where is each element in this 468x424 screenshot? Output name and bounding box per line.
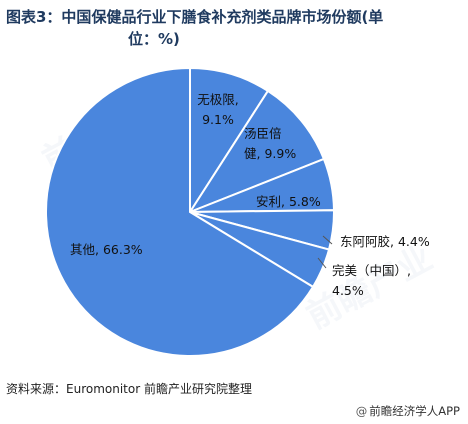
brand-name: 前瞻经济学人APP bbox=[369, 404, 460, 418]
slice-label-4: 完美（中国）, 4.5% bbox=[332, 263, 411, 298]
pie-slice-0 bbox=[189, 66, 270, 216]
pie-slice-1 bbox=[187, 89, 326, 215]
slice-label-3: 东阿阿胶, 4.4% bbox=[340, 234, 430, 249]
leader-line-3 bbox=[322, 235, 333, 245]
leader-line-4 bbox=[317, 257, 327, 269]
pie-slice-5 bbox=[45, 66, 315, 357]
chart-title-line2: 位：%) bbox=[128, 30, 180, 48]
chart-title: 图表3：中国保健品行业下膳食补充剂类品牌市场份额(单 位：%) bbox=[6, 6, 458, 50]
brand-credit: @ 前瞻经济学人APP bbox=[356, 403, 460, 419]
pie-slices bbox=[45, 66, 336, 357]
slice-label-0: 无极限, 9.1% bbox=[197, 92, 238, 127]
source-note: 资料来源：Euromonitor 前瞻产业研究院整理 bbox=[6, 382, 252, 396]
leader-lines bbox=[317, 235, 333, 269]
at-sign-icon: @ bbox=[355, 404, 368, 418]
slice-label-5: 其他, 66.3% bbox=[70, 242, 143, 257]
chart-title-line1: 图表3：中国保健品行业下膳食补充剂类品牌市场份额(单 bbox=[6, 8, 384, 26]
slice-labels: 无极限, 9.1%汤臣倍健, 9.9% 安利, 5.8% 东阿阿胶, 4.4% 完美（中… bbox=[70, 92, 430, 298]
slice-label-2: 安利, 5.8% bbox=[256, 194, 321, 209]
slice-label-1: 汤臣倍健, 9.9% bbox=[244, 126, 296, 161]
